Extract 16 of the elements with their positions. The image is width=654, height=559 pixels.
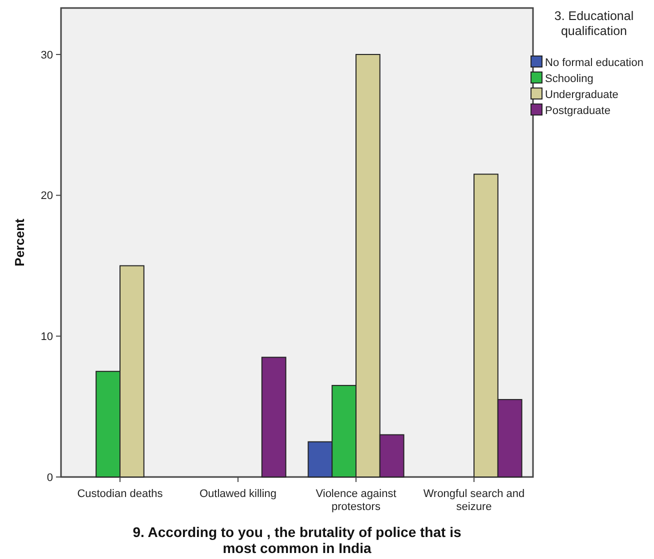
legend-title: 3. Educational qualification bbox=[554, 9, 634, 38]
x-tick-label: Custodian deaths bbox=[77, 488, 164, 500]
legend-label: No formal education bbox=[545, 56, 644, 69]
y-tick-label: 20 bbox=[40, 190, 53, 202]
x-axis-title: 9. According to you , the brutality of police that is most common in India bbox=[132, 524, 462, 556]
legend-label: Postgraduate bbox=[545, 104, 610, 117]
x-tick-label: Outlawed killing bbox=[199, 488, 277, 500]
x-tick-label: Violence against protestors bbox=[316, 488, 396, 513]
bar bbox=[261, 356, 286, 478]
legend-label: Undergraduate bbox=[545, 88, 618, 101]
legend-label: Schooling bbox=[545, 72, 594, 85]
y-axis-title: Percent bbox=[12, 218, 27, 266]
x-tick-label: Wrongful search and seizure bbox=[423, 488, 525, 513]
y-tick-label: 10 bbox=[40, 331, 53, 344]
y-tick-label: 30 bbox=[40, 49, 53, 62]
y-tick-label: 0 bbox=[46, 472, 53, 484]
